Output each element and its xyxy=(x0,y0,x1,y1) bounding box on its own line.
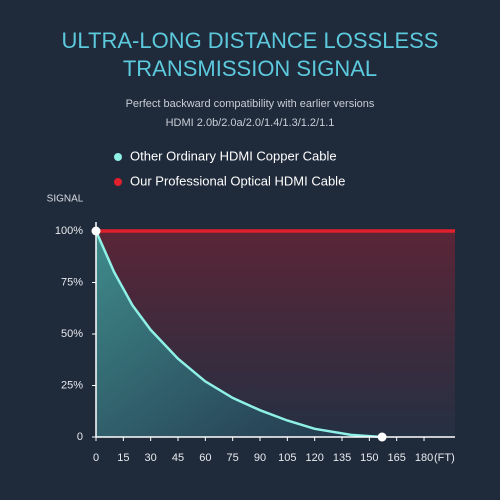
chart-title: TRANSMISSION SIGNAL xyxy=(123,56,377,81)
x-tick-label: 60 xyxy=(199,452,211,464)
area-fill xyxy=(96,231,383,437)
y-tick-label: 100% xyxy=(55,225,83,237)
point xyxy=(377,432,387,442)
x-tick-label: 75 xyxy=(227,452,239,464)
x-tick-label: 135 xyxy=(333,452,351,464)
legend-marker xyxy=(114,153,122,161)
x-tick-label: 30 xyxy=(145,452,157,464)
legend-marker xyxy=(114,178,122,186)
x-tick-label: 120 xyxy=(306,452,324,464)
subtitle: HDMI 2.0b/2.0a/2.0/1.4/1.3/1.2/1.1 xyxy=(166,117,335,129)
y-axis-label: SIGNAL xyxy=(47,194,84,205)
legend-label: Our Professional Optical HDMI Cable xyxy=(130,173,345,188)
y-tick-label: 25% xyxy=(61,379,83,391)
line xyxy=(94,230,383,439)
point xyxy=(91,226,101,236)
x-axis-label: (FT) xyxy=(434,452,455,464)
chart-title: ULTRA-LONG DISTANCE LOSSLESS xyxy=(62,28,439,53)
x-tick-label: 15 xyxy=(117,452,129,464)
y-tick-label: 75% xyxy=(61,276,83,288)
x-tick-label: 165 xyxy=(388,452,406,464)
y-tick-label: 0 xyxy=(77,431,83,443)
x-tick-label: 90 xyxy=(254,452,266,464)
x-tick-label: 105 xyxy=(278,452,296,464)
legend-label: Other Ordinary HDMI Copper Cable xyxy=(130,148,337,163)
x-tick-label: 180 xyxy=(415,452,433,464)
y-tick-label: 50% xyxy=(61,328,83,340)
subtitle: Perfect backward compatibility with earl… xyxy=(126,98,375,110)
x-tick-label: 45 xyxy=(172,452,184,464)
x-tick-label: 0 xyxy=(93,452,99,464)
x-tick-label: 150 xyxy=(360,452,378,464)
